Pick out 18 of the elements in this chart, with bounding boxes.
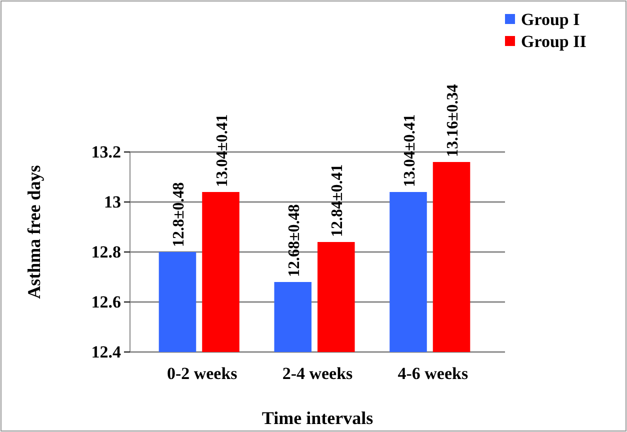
y-tick-label: 13.2: [91, 142, 121, 162]
data-label: 12.68±0.48: [286, 204, 303, 277]
data-label: 13.04±0.41: [401, 114, 418, 187]
legend-label: Group II: [521, 32, 587, 51]
y-tick-label: 13: [104, 192, 121, 212]
data-label: 12.8±0.48: [170, 182, 188, 247]
x-tick-label: 2-4 weeks: [282, 364, 354, 383]
y-tick-label: 12.4: [91, 342, 122, 362]
data-label: 13.16±0.34: [444, 84, 462, 157]
data-label: 13.04±0.41: [214, 114, 231, 187]
y-tick-label: 12.6: [91, 292, 121, 312]
data-label: 12.84±0.41: [329, 164, 346, 237]
y-axis-title: Asthma free days: [24, 165, 44, 299]
y-tick-label: 12.8: [91, 242, 121, 262]
x-tick-label: 0-2 weeks: [166, 364, 238, 383]
x-axis-title: Time intervals: [262, 408, 374, 428]
x-tick-label: 4-6 weeks: [398, 364, 468, 383]
legend-label: Group I: [521, 10, 580, 29]
